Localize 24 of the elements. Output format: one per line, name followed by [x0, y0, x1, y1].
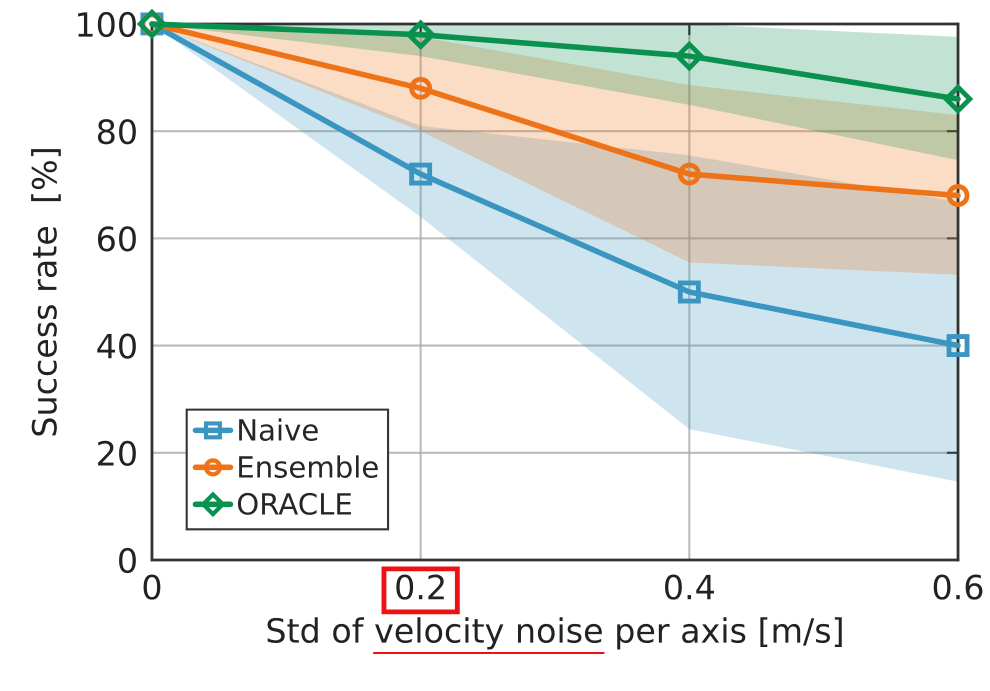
- legend-label: Ensemble: [239, 455, 378, 478]
- point: [409, 162, 432, 186]
- point: [946, 184, 970, 207]
- point: [675, 42, 704, 70]
- y-tick-label: 80: [98, 119, 136, 144]
- point: [678, 280, 701, 304]
- y-tick-label: 20: [98, 440, 136, 466]
- y-tick-label: 100: [78, 12, 136, 38]
- point: [409, 76, 432, 100]
- x-tick-label: 0.2: [396, 574, 444, 600]
- y-axis-title: Success rate [%]: [31, 149, 61, 436]
- point: [946, 334, 970, 358]
- legend-label: ORACLE: [238, 492, 351, 515]
- legend-label: Naive: [239, 418, 318, 441]
- point: [406, 20, 435, 49]
- x-tick-label: 0.6: [934, 574, 982, 600]
- x-axis-title: Std of velocity noise per axis [m/s]: [268, 617, 842, 650]
- x-tick-label: 0.4: [665, 574, 714, 600]
- x-tick-label: 0: [144, 574, 160, 600]
- point: [678, 162, 701, 186]
- y-tick-label: 0: [119, 548, 136, 574]
- y-tick-label: 60: [98, 226, 136, 252]
- point: [944, 84, 972, 114]
- y-tick-label: 40: [97, 334, 136, 359]
